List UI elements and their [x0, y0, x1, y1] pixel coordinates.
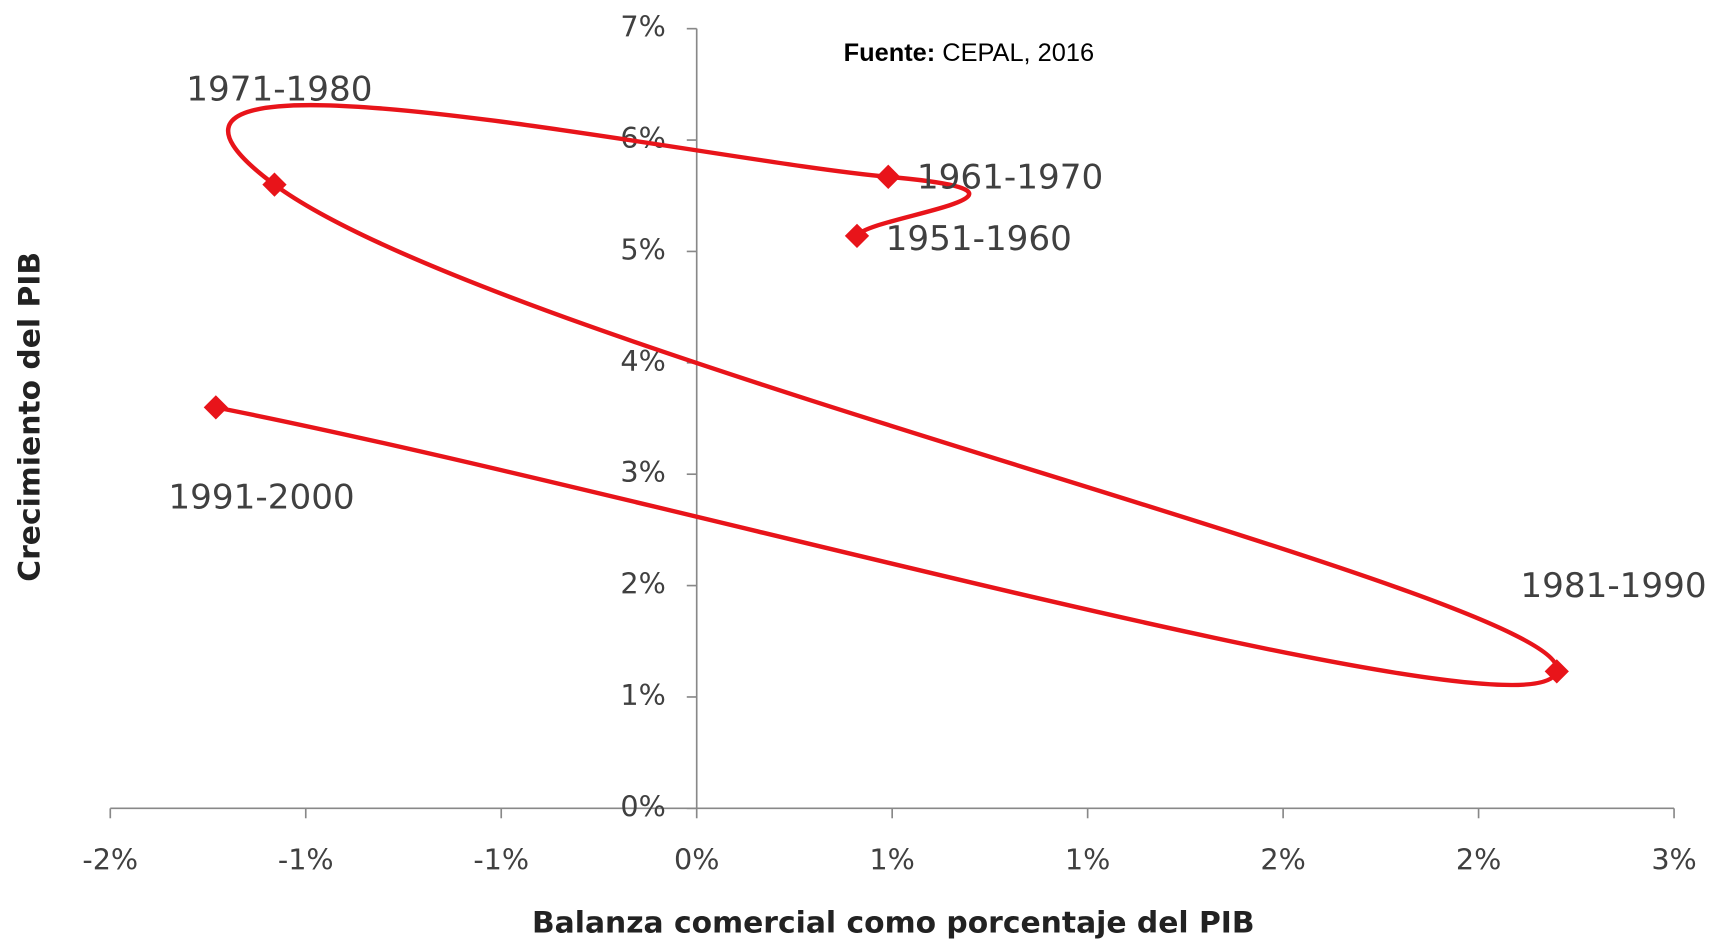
x-tick-label: 2%	[1456, 842, 1501, 876]
point-label: 1971-1980	[186, 69, 372, 109]
y-tick-label: 2%	[620, 567, 665, 601]
y-tick-label: 0%	[620, 789, 665, 823]
x-tick-label: 0%	[674, 842, 719, 876]
x-axis-title: Balanza comercial como porcentaje del PI…	[532, 906, 1255, 941]
x-tick-label: -2%	[82, 842, 138, 876]
y-tick-label: 1%	[620, 678, 665, 712]
point	[1544, 659, 1569, 684]
x-tick-label: 1%	[869, 842, 914, 876]
y-tick-label: 5%	[620, 232, 665, 266]
point-label: 1981-1990	[1520, 566, 1706, 606]
x-tick-label: -1%	[473, 842, 529, 876]
point	[203, 395, 228, 420]
trajectory-line	[215, 102, 1560, 688]
source: Fuente: CEPAL, 2016	[844, 39, 1094, 67]
y-axis-title: Crecimiento del PIB	[12, 252, 47, 582]
point	[844, 223, 870, 248]
source-label: Fuente:	[844, 39, 936, 67]
point-label: 1991-2000	[168, 477, 354, 517]
y-tick-label: 7%	[620, 10, 665, 44]
point-label: 1961-1970	[917, 158, 1103, 198]
point	[262, 172, 287, 197]
x-tick-label: -1%	[278, 842, 334, 876]
x-tick-label: 1%	[1065, 842, 1110, 876]
point	[876, 164, 901, 189]
source-text: CEPAL, 2016	[942, 39, 1094, 67]
point-label: 1951-1960	[886, 219, 1072, 259]
x-tick-label: 2%	[1260, 842, 1305, 876]
y-tick-label: 3%	[620, 455, 665, 489]
x-tick-label: 3%	[1651, 842, 1696, 876]
